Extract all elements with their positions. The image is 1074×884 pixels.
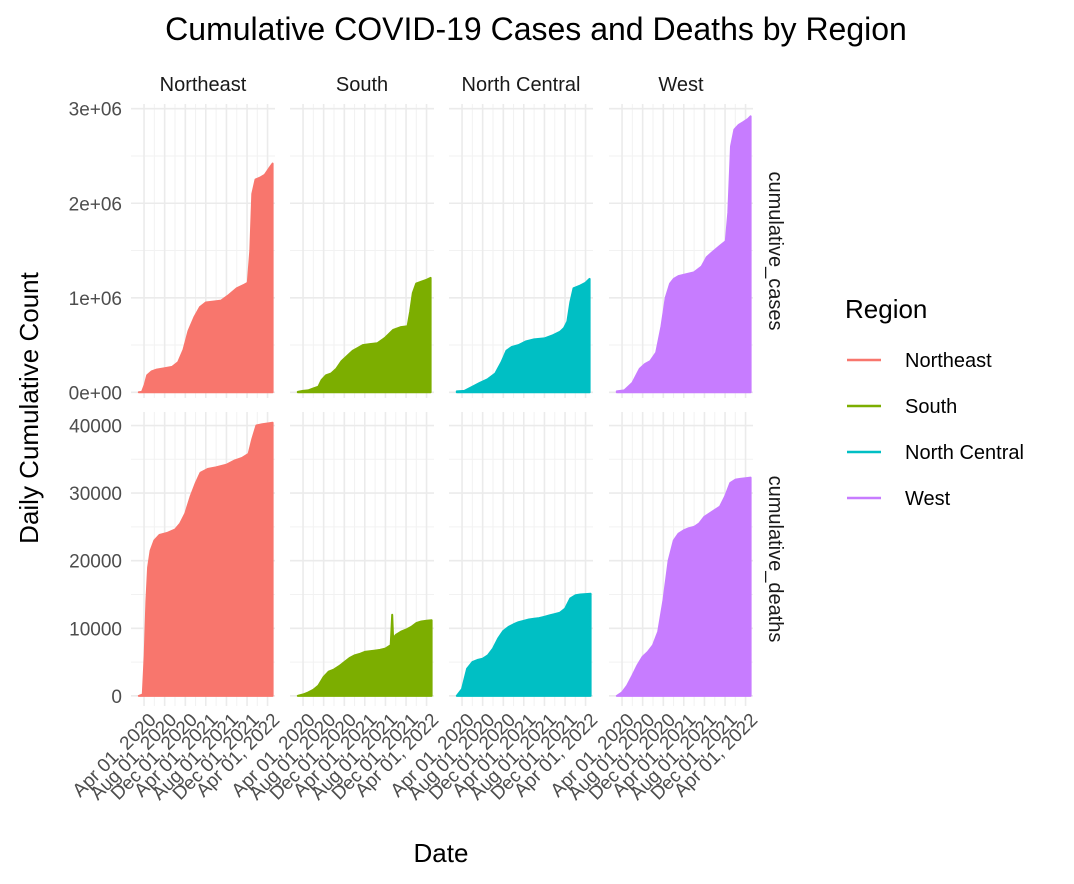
y-tick-label: 1e+06 <box>69 289 122 310</box>
legend-label-south: South <box>905 396 957 418</box>
y-tick-label: 20000 <box>69 552 122 573</box>
series-area-northeast-cumulative-deaths <box>137 421 274 697</box>
panel-west-cumulative-cases <box>609 104 753 398</box>
legend: Northeast South North Central West <box>847 350 1024 510</box>
y-tick-label: 0 <box>111 687 122 708</box>
legend-item-north-central: North Central <box>847 442 1024 464</box>
legend-title: Region <box>845 294 927 324</box>
facet-panels: Northeast South North Central West cumulativ… <box>69 74 786 805</box>
series-area-north-central-cumulative-cases <box>455 277 591 394</box>
legend-item-northeast: Northeast <box>847 350 992 372</box>
facet-strip-cumulative-deaths: cumulative_deaths <box>764 476 786 643</box>
series-area-south-cumulative-cases <box>296 276 432 394</box>
panel-south-cumulative-deaths <box>290 412 434 706</box>
series-area-north-central-cumulative-deaths <box>455 592 592 697</box>
panel-north-central-cumulative-cases <box>449 104 593 398</box>
y-tick-label: 30000 <box>69 484 122 505</box>
panel-north-central-cumulative-deaths <box>449 412 593 706</box>
facet-strip-south: South <box>336 74 388 96</box>
x-axis-title: Date <box>414 838 469 868</box>
y-tick-label: 0e+00 <box>69 383 122 404</box>
chart-title: Cumulative COVID-19 Cases and Deaths by … <box>165 11 907 47</box>
y-tick-label: 3e+06 <box>69 100 122 121</box>
y-tick-label: 2e+06 <box>69 194 122 215</box>
legend-item-south: South <box>847 396 957 418</box>
series-area-west-cumulative-cases <box>615 115 752 394</box>
panel-west-cumulative-deaths <box>609 412 753 706</box>
legend-label-west: West <box>905 488 951 510</box>
panel-northeast-cumulative-cases <box>131 104 275 398</box>
series-area-northeast-cumulative-cases <box>137 162 274 394</box>
legend-item-west: West <box>847 488 951 510</box>
panel-northeast-cumulative-deaths <box>131 412 275 706</box>
series-area-west-cumulative-deaths <box>615 476 752 697</box>
facet-strip-northeast: Northeast <box>160 74 247 96</box>
series-area-south-cumulative-deaths <box>296 613 433 697</box>
y-tick-label: 40000 <box>69 417 122 438</box>
facet-strip-north-central: North Central <box>462 74 581 96</box>
panel-south-cumulative-cases <box>290 104 434 398</box>
y-tick-label: 10000 <box>69 619 122 640</box>
facet-strip-cumulative-cases: cumulative_cases <box>764 172 786 331</box>
y-axis-title: Daily Cumulative Count <box>14 271 44 543</box>
facet-strip-west: West <box>658 74 704 96</box>
legend-label-north-central: North Central <box>905 442 1024 464</box>
legend-label-northeast: Northeast <box>905 350 992 372</box>
